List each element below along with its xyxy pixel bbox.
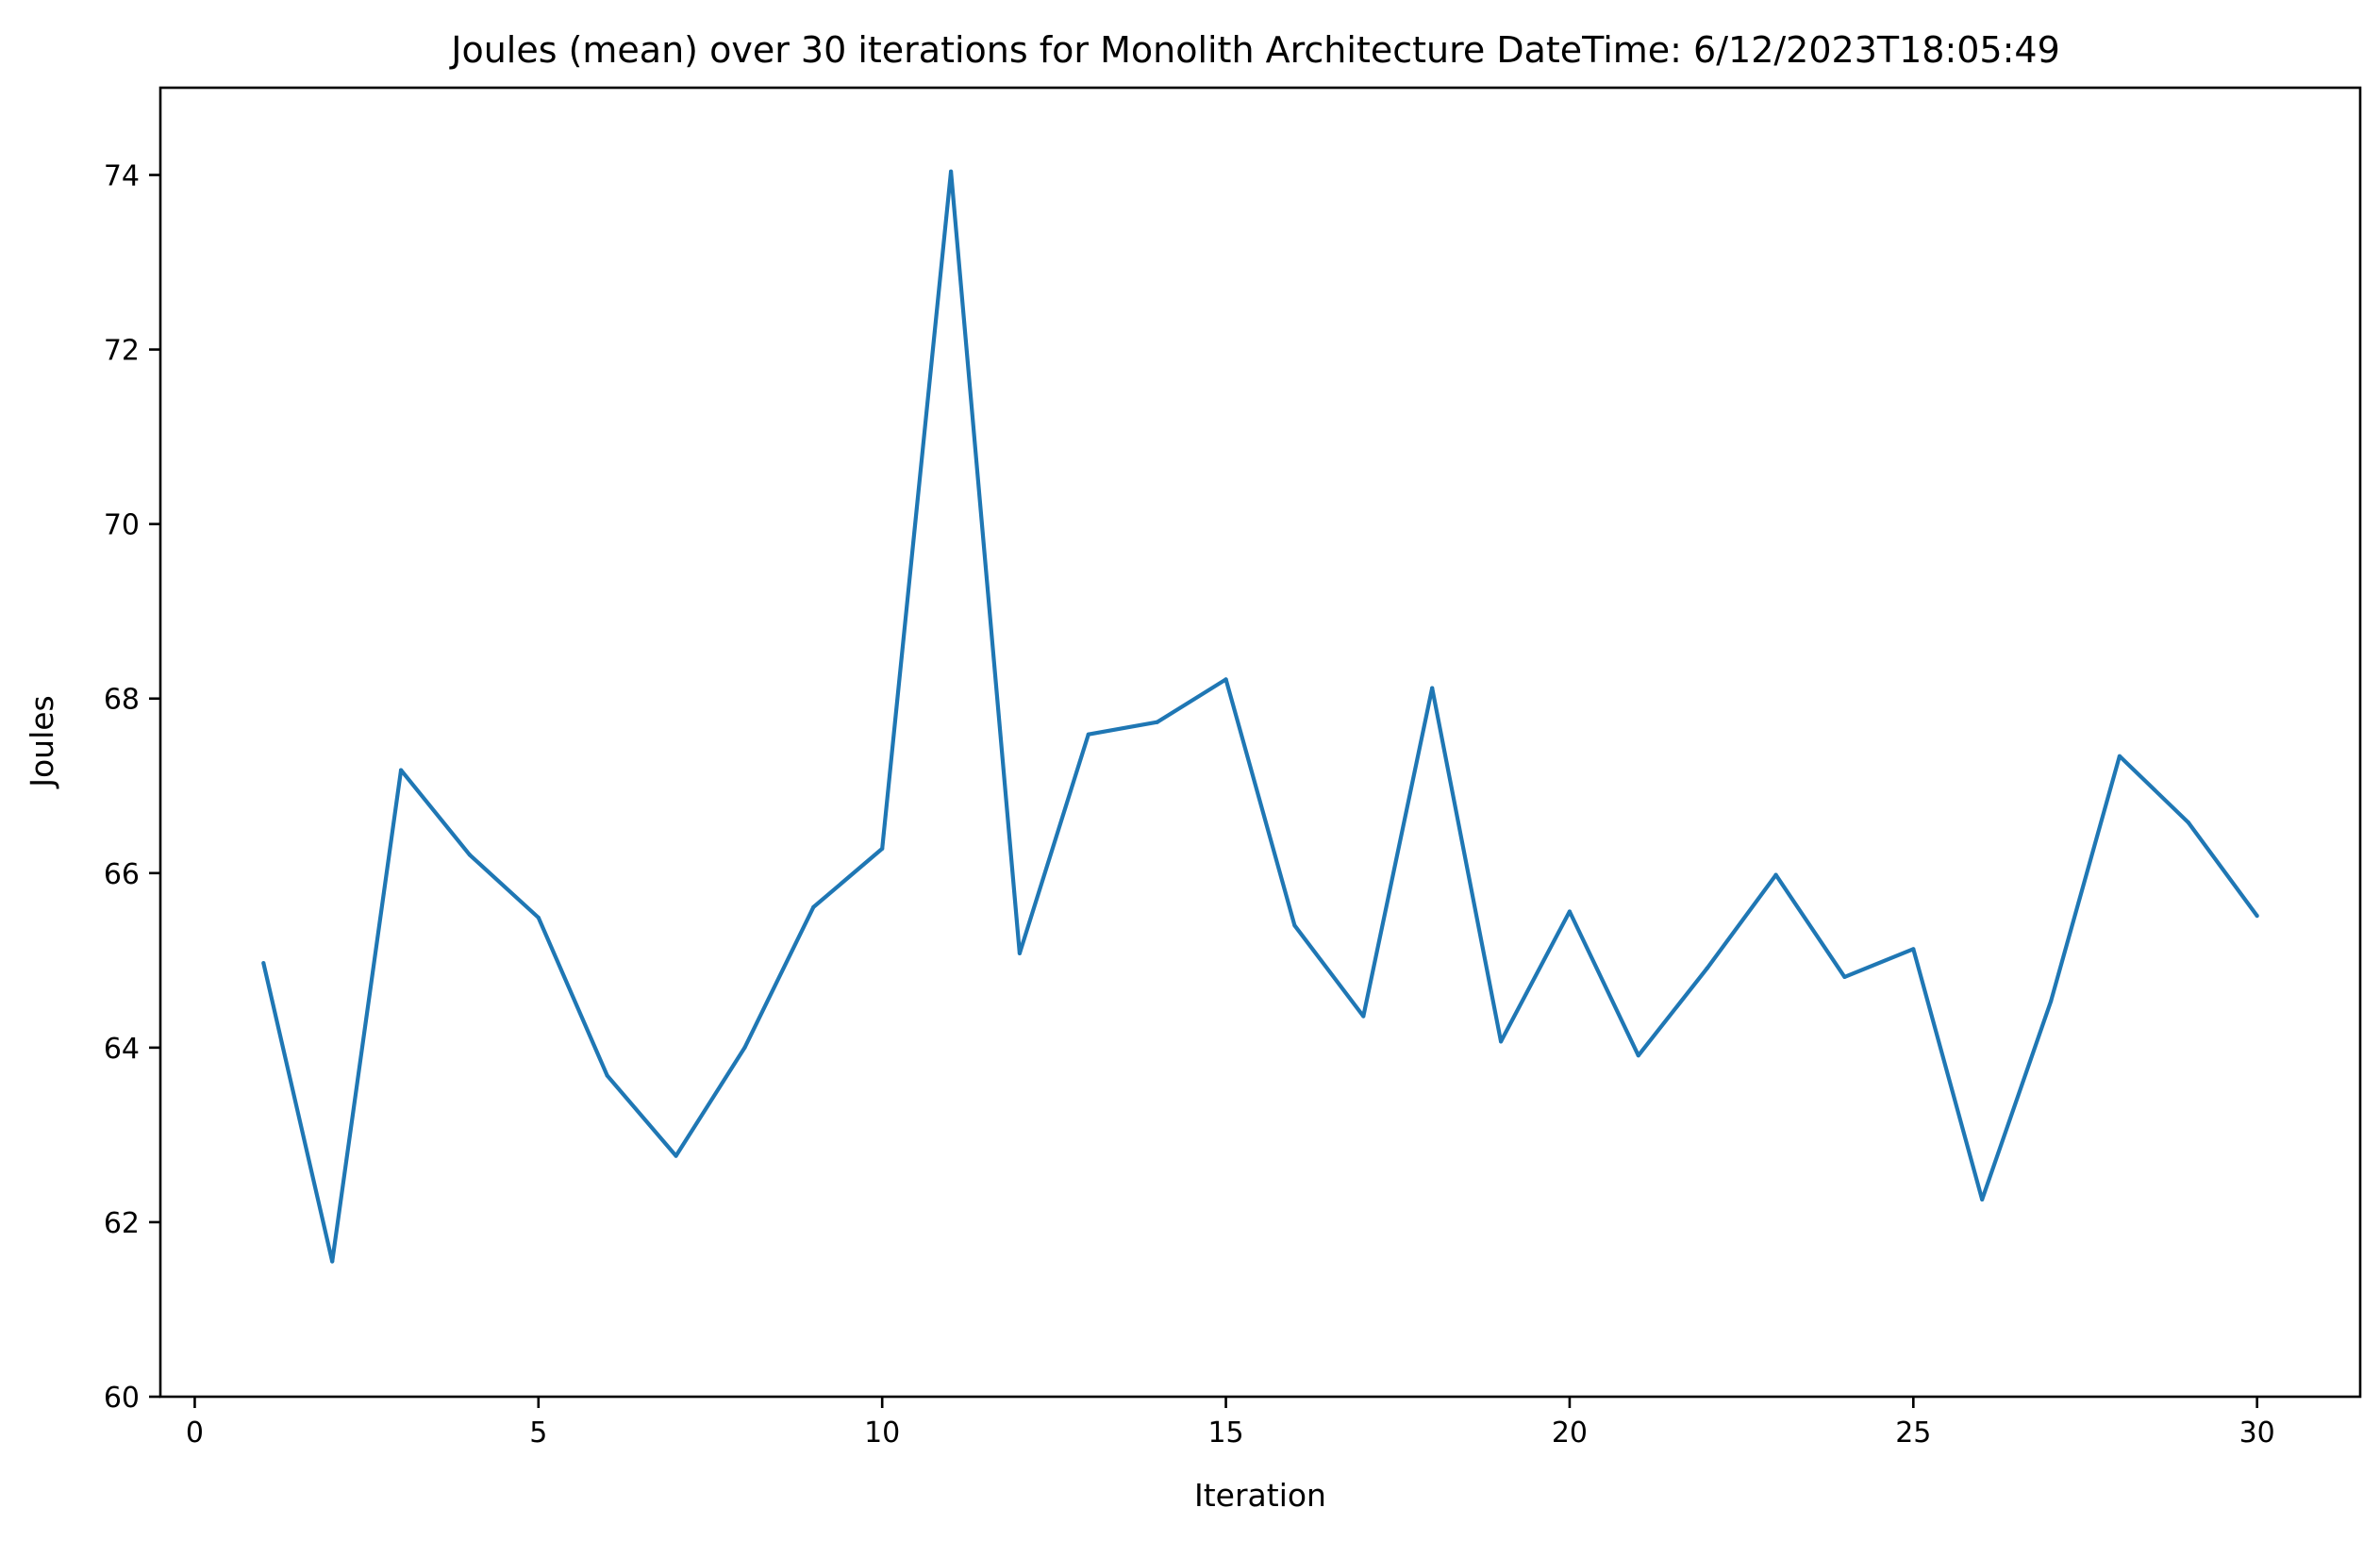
x-tick-label: 5	[529, 1417, 547, 1450]
data-point	[1705, 966, 1709, 970]
data-point	[1842, 974, 1847, 980]
data-points	[261, 169, 2259, 1264]
x-axis-label: Iteration	[1194, 1477, 1326, 1514]
y-axis-label: Joules	[24, 695, 60, 789]
data-point	[398, 768, 404, 772]
y-tick-label: 72	[104, 335, 140, 368]
data-point	[1567, 909, 1573, 914]
plot-frame	[158, 86, 2362, 1399]
data-point	[1430, 686, 1435, 690]
x-tick-label: 30	[2239, 1417, 2275, 1450]
series-line	[261, 169, 2259, 1264]
x-tick-label: 15	[1207, 1417, 1243, 1450]
data-point	[467, 853, 473, 857]
y-tick-label: 74	[104, 160, 140, 193]
y-tick-label: 60	[104, 1382, 140, 1415]
data-point	[1980, 1197, 1985, 1201]
data-point	[261, 961, 266, 966]
data-point	[811, 904, 816, 909]
data-point	[1911, 947, 1916, 952]
data-point	[1223, 677, 1228, 682]
y-tick-label: 68	[104, 684, 140, 717]
data-point	[1773, 872, 1778, 877]
y-tick-label: 66	[104, 858, 140, 891]
data-point	[2117, 754, 2122, 758]
data-point	[2186, 820, 2190, 825]
data-point	[880, 846, 885, 851]
data-point	[1086, 732, 1090, 737]
y-tick-label: 62	[104, 1207, 140, 1240]
data-point	[2048, 999, 2054, 1003]
y-tick-label: 70	[104, 509, 140, 542]
data-point	[1361, 1014, 1366, 1019]
x-tick-label: 20	[1552, 1417, 1588, 1450]
data-point	[605, 1073, 609, 1078]
data-point	[2255, 914, 2259, 919]
data-point	[1017, 951, 1023, 956]
x-tick-label: 25	[1895, 1417, 1931, 1450]
data-point	[330, 1259, 335, 1264]
data-point	[742, 1045, 747, 1050]
y-tick-label: 64	[104, 1033, 140, 1066]
data-point	[1636, 1053, 1640, 1058]
chart-title: Joules (mean) over 30 iterations for Mon…	[449, 29, 2060, 71]
x-tick-label: 10	[864, 1417, 900, 1450]
data-point	[536, 915, 541, 920]
axis-ticks: 0 5 10 15 20 25 30 60 62 64 66 68 70 72 74	[104, 160, 2275, 1450]
data-point	[1155, 720, 1159, 724]
data-point	[1498, 1039, 1504, 1044]
data-point	[948, 169, 954, 174]
x-tick-label: 0	[186, 1417, 204, 1450]
data-point	[1292, 923, 1297, 928]
data-point	[674, 1153, 678, 1158]
